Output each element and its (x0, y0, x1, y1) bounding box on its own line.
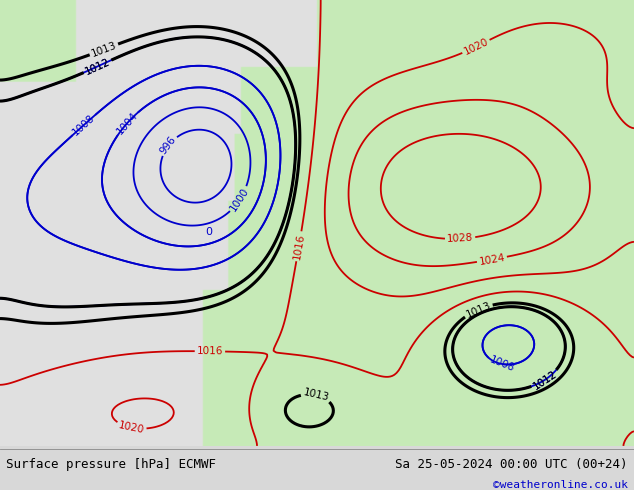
Text: 1008: 1008 (488, 355, 517, 373)
Text: Sa 25-05-2024 00:00 UTC (00+24): Sa 25-05-2024 00:00 UTC (00+24) (395, 458, 628, 471)
Text: 1013: 1013 (302, 388, 330, 403)
Text: 1020: 1020 (117, 420, 145, 435)
Text: ©weatheronline.co.uk: ©weatheronline.co.uk (493, 480, 628, 490)
Text: 1020: 1020 (462, 36, 490, 57)
Text: 1012: 1012 (84, 56, 112, 76)
Text: 1008: 1008 (71, 113, 97, 138)
Text: 1024: 1024 (478, 252, 506, 267)
Text: 1016: 1016 (292, 232, 306, 260)
Text: 1012: 1012 (84, 56, 112, 76)
Text: 1012: 1012 (531, 368, 559, 391)
Text: 1012: 1012 (531, 368, 559, 391)
Text: 1004: 1004 (115, 110, 139, 136)
Text: 1000: 1000 (228, 186, 251, 213)
Text: 1013: 1013 (90, 40, 118, 59)
Text: 0: 0 (205, 227, 213, 237)
Text: 1016: 1016 (197, 346, 223, 356)
Text: 1013: 1013 (464, 300, 493, 319)
Text: Surface pressure [hPa] ECMWF: Surface pressure [hPa] ECMWF (6, 458, 216, 471)
Text: 1028: 1028 (447, 233, 474, 245)
Text: 996: 996 (158, 135, 179, 156)
